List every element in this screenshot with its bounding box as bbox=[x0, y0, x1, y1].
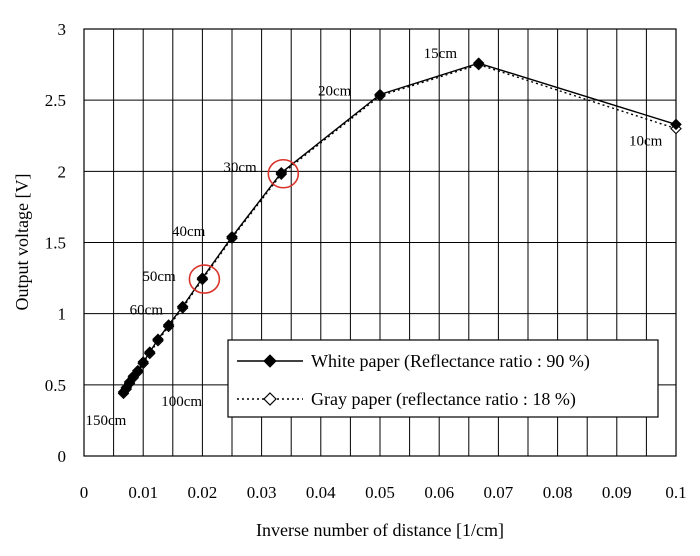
legend-marker-white bbox=[263, 354, 277, 368]
x-tick-labels: 0 0.01 0.02 0.03 0.04 0.05 0.06 0.07 0.08 0.09 0.1 bbox=[80, 483, 687, 502]
x-tick-label: 0.02 bbox=[188, 483, 218, 502]
x-axis-label: Inverse number of distance [1/cm] bbox=[256, 520, 504, 540]
y-tick-label: 0.5 bbox=[45, 376, 66, 395]
legend-label-white: White paper (Reflectance ratio : 90 %) bbox=[311, 351, 590, 372]
y-tick-label: 3 bbox=[58, 20, 67, 39]
y-axis-label: Output voltage [V] bbox=[12, 174, 32, 311]
annotation-150cm: 150cm bbox=[85, 413, 126, 429]
annotation-60cm: 60cm bbox=[130, 303, 164, 319]
annotations: 150cm 100cm 60cm 50cm 40cm 30cm 20cm 15cm 10cm bbox=[85, 46, 662, 429]
x-tick-label: 0.05 bbox=[365, 483, 395, 502]
data-point-white-paper bbox=[162, 319, 175, 331]
data-point-white-paper bbox=[137, 356, 149, 368]
y-tick-label: 1 bbox=[58, 305, 67, 324]
plot-frame bbox=[83, 28, 677, 457]
series bbox=[117, 57, 682, 400]
highlight-circle bbox=[267, 158, 300, 189]
annotation-30cm: 30cm bbox=[223, 160, 257, 176]
data-point-white-paper bbox=[226, 231, 238, 243]
highlight-circle bbox=[188, 264, 221, 294]
x-tick-label: 0.08 bbox=[543, 483, 573, 502]
data-point-white-paper bbox=[472, 57, 485, 69]
data-point-white-paper bbox=[275, 166, 288, 179]
x-tick-label: 0.09 bbox=[602, 483, 632, 502]
y-tick-label: 0 bbox=[58, 447, 67, 466]
annotation-10cm: 10cm bbox=[629, 133, 663, 149]
x-tick-label: 0.1 bbox=[665, 483, 686, 502]
annotation-100cm: 100cm bbox=[161, 394, 202, 410]
x-tick-label: 0.07 bbox=[484, 483, 514, 502]
annotation-50cm: 50cm bbox=[142, 269, 176, 285]
x-tick-label: 0.03 bbox=[247, 483, 277, 502]
y-tick-label: 2.5 bbox=[45, 91, 66, 110]
data-point-white-paper bbox=[374, 88, 386, 101]
y-tick-labels: 0 0.5 1 1.5 2 2.5 3 bbox=[45, 20, 66, 466]
annotation-40cm: 40cm bbox=[172, 224, 206, 240]
data-point-white-paper bbox=[143, 346, 156, 358]
annotation-15cm: 15cm bbox=[424, 46, 458, 62]
data-point-white-paper bbox=[176, 300, 189, 313]
data-point-white-paper bbox=[132, 364, 144, 377]
y-tick-label: 2 bbox=[58, 162, 67, 181]
x-tick-label: 0.01 bbox=[128, 483, 158, 502]
legend: White paper (Reflectance ratio : 90 %) G… bbox=[227, 339, 659, 418]
data-point-white-paper bbox=[152, 333, 164, 346]
x-tick-label: 0 bbox=[80, 483, 89, 502]
data-point-white-paper bbox=[196, 272, 209, 284]
y-tick-label: 1.5 bbox=[45, 234, 66, 253]
data-point-white-paper bbox=[670, 118, 682, 131]
legend-label-gray: Gray paper (reflectance ratio : 18 %) bbox=[311, 389, 576, 410]
legend-box bbox=[227, 339, 659, 418]
x-tick-label: 0.06 bbox=[424, 483, 454, 502]
annotation-20cm: 20cm bbox=[318, 83, 352, 99]
x-tick-label: 0.04 bbox=[306, 483, 336, 502]
legend-marker-gray bbox=[263, 392, 277, 406]
